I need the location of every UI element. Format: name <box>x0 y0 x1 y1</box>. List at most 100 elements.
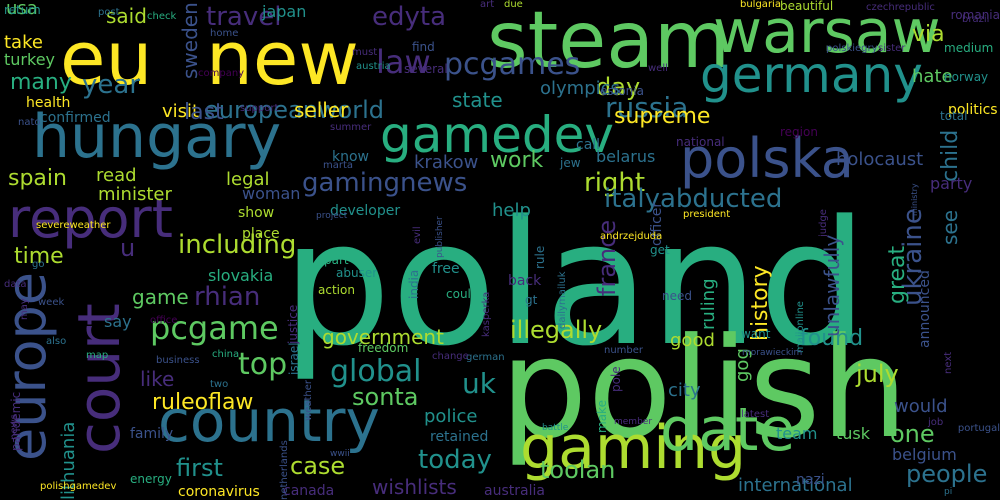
word-new: new <box>206 16 359 102</box>
word-europeanworld: europeanworld <box>204 96 384 124</box>
word-germany: germany <box>700 46 923 104</box>
word-retained: retained <box>430 429 489 445</box>
word-polishgamedev: polishgamedev <box>40 481 117 492</box>
word-gaming: gaming <box>520 413 747 483</box>
word-team: team <box>776 424 818 443</box>
word-india: india <box>407 270 421 300</box>
word-canada: canada <box>283 483 335 499</box>
word-want: want <box>741 327 771 341</box>
word-rhian: rhian <box>194 282 261 312</box>
word-gt: gt <box>525 293 538 307</box>
word-part: part <box>324 253 349 267</box>
word-may: may <box>19 298 30 320</box>
word-nazi: nazi <box>796 472 825 488</box>
word-toolan: toolan <box>540 456 616 484</box>
word-art: art <box>480 0 495 10</box>
word-coronavirus: coronavirus <box>178 484 260 500</box>
word-office: office <box>150 315 178 326</box>
word-police: police <box>424 406 478 427</box>
word-state: state <box>452 88 503 112</box>
word-politics: politics <box>948 102 998 118</box>
word-visit: visit <box>162 101 200 122</box>
word-international: international <box>738 475 853 496</box>
word-warsaw: warsaw <box>713 0 941 67</box>
word-gamingnews: gamingnews <box>302 168 468 198</box>
word-government: government <box>322 325 444 349</box>
word-austria: austria <box>356 61 391 72</box>
word-project: project <box>316 211 348 221</box>
word-eu: eu <box>60 16 153 102</box>
word-family: family <box>130 426 174 442</box>
word-tusk: tusk <box>836 424 871 443</box>
word-turkey: turkey <box>4 50 55 69</box>
word-confirmed: confirmed <box>40 110 111 126</box>
word-weather: weather <box>303 380 314 421</box>
word-publisher: publisher <box>435 216 445 258</box>
word-would: would <box>894 396 948 417</box>
word-time: time <box>14 244 64 269</box>
word-woman: woman <box>242 184 301 203</box>
word-work: work <box>490 148 544 173</box>
word-make: make <box>595 400 609 433</box>
word-well: well <box>648 63 668 74</box>
word-portugal: portugal <box>957 423 1000 434</box>
word-check: check <box>147 11 177 22</box>
word-via: via <box>912 22 945 47</box>
word-business: business <box>156 355 200 366</box>
word-italyabducted: italyabducted <box>604 184 783 214</box>
word-wwii: wwii <box>330 449 350 459</box>
word-party: party <box>930 174 973 193</box>
word-company: company <box>198 68 245 79</box>
word-help: help <box>492 200 531 221</box>
word-year: year <box>82 70 141 100</box>
word-law: law <box>376 43 431 81</box>
word-poland: poland <box>282 183 868 384</box>
word-data: data <box>4 279 27 290</box>
word-july: july <box>856 360 899 388</box>
word-date: date <box>660 395 796 465</box>
word-next: next <box>943 352 954 375</box>
word-go: go <box>32 259 45 270</box>
word-including: including <box>178 230 297 260</box>
word-today: today <box>418 445 492 475</box>
word-marta: marta <box>323 160 354 171</box>
word-slovakia: slovakia <box>208 266 274 285</box>
word-belarus: belarus <box>596 147 656 166</box>
word-judge: judge <box>818 209 829 237</box>
word-found: found <box>800 326 864 351</box>
word-bulgaria: bulgaria <box>740 0 781 10</box>
word-great: great <box>885 246 910 305</box>
word-kasperka: kasperka <box>481 292 492 338</box>
word-day: day <box>596 73 641 101</box>
word-need: need <box>662 289 692 303</box>
word-sonta: sonta <box>352 383 419 411</box>
word-support: support <box>240 103 279 114</box>
word-case: case <box>290 452 346 480</box>
word-good: good <box>670 330 715 351</box>
word-back: back <box>508 273 542 289</box>
word-place: place <box>242 226 280 242</box>
word-game: game <box>132 285 189 309</box>
word-say: say <box>104 312 132 331</box>
word-right: right <box>584 168 646 198</box>
word-seller: seller <box>294 98 349 122</box>
word-people: people <box>906 460 988 488</box>
word-country: country <box>158 387 380 455</box>
word-gamedev: gamedev <box>380 106 614 164</box>
word-beautiful: beautiful <box>780 0 834 13</box>
word-u: u <box>120 234 136 262</box>
word-announced: announced <box>917 270 933 348</box>
word-also: also <box>46 336 67 347</box>
word-could: could <box>446 287 479 301</box>
word-norway: norway <box>944 70 989 84</box>
word-uk: uk <box>462 367 496 400</box>
word-read: read <box>96 165 137 186</box>
word-map: map <box>86 350 109 361</box>
word-action: action <box>318 283 355 297</box>
word-hate: hate <box>912 66 953 87</box>
word-olympics: olympics <box>540 78 620 99</box>
word-city: city <box>668 380 701 401</box>
word-unlawfully: unlawfully <box>820 235 844 338</box>
word-said: said <box>106 4 147 28</box>
word-sweden: sweden <box>178 2 202 79</box>
